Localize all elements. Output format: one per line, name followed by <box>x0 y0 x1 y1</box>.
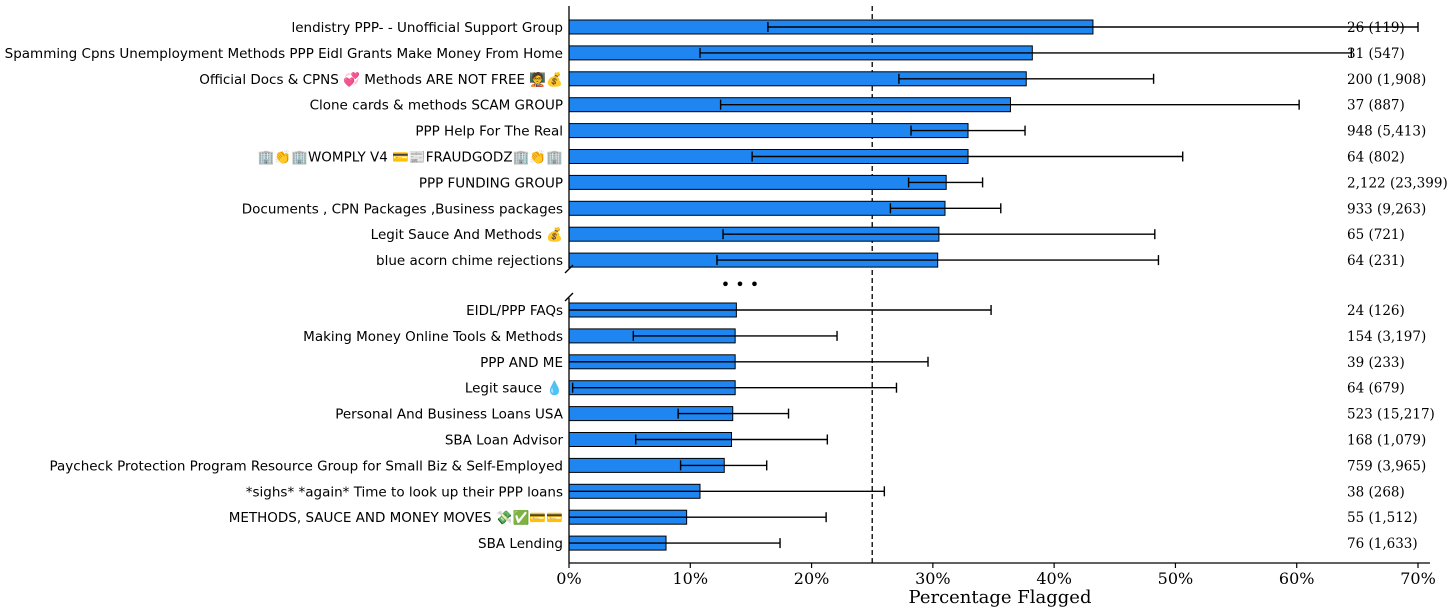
bar-row: PPP Help For The Real 948 (5,413) <box>415 123 1426 140</box>
bar-label: EIDL/PPP FAQs <box>466 303 563 319</box>
count-label: 31 (547) <box>1347 46 1405 62</box>
bar <box>568 200 946 216</box>
bar-row: PPP AND ME 39 (233) <box>480 354 1405 371</box>
count-label: 64 (679) <box>1347 381 1405 397</box>
bar-row: EIDL/PPP FAQs 24 (126) <box>466 302 1405 319</box>
bar-row: PPP FUNDING GROUP 2,122 (23,399) <box>419 174 1448 191</box>
axis-break-ellipsis: • • • <box>721 275 759 294</box>
bar-row: Spamming Cpns Unemployment Methods PPP E… <box>5 45 1405 62</box>
bar-label: Making Money Online Tools & Methods <box>303 329 563 345</box>
count-label: 39 (233) <box>1347 355 1405 371</box>
bar-label: SBA Loan Advisor <box>445 433 564 449</box>
count-label: 24 (126) <box>1347 303 1405 319</box>
bar-row: 🏢👏🏢WOMPLY V4 💳📰FRAUDGODZ🏢👏🏢 64 (802) <box>258 149 1405 166</box>
x-tick-label: 70% <box>1400 569 1436 588</box>
bar <box>568 174 947 190</box>
x-tick-label: 10% <box>673 569 709 588</box>
bar-row: blue acorn chime rejections 64 (231) <box>376 252 1405 269</box>
bar-label: PPP AND ME <box>480 355 563 371</box>
count-label: 26 (119) <box>1347 20 1405 36</box>
bar-row: Clone cards & methods SCAM GROUP 37 (887) <box>310 97 1405 114</box>
x-tick-label: 20% <box>794 569 830 588</box>
bar-label: Legit Sauce And Methods 💰 <box>371 226 563 243</box>
x-axis-label: Percentage Flagged <box>909 587 1092 608</box>
count-label: 948 (5,413) <box>1347 124 1426 140</box>
x-tick-label: 0% <box>556 569 581 588</box>
bar-label: Spamming Cpns Unemployment Methods PPP E… <box>5 46 563 62</box>
bar-label: lendistry PPP- - Unofficial Support Grou… <box>291 20 563 36</box>
bar-label: SBA Lending <box>478 536 563 552</box>
axis-break-mark <box>564 292 574 302</box>
count-label: 64 (231) <box>1347 253 1405 269</box>
bar-label: 🏢👏🏢WOMPLY V4 💳📰FRAUDGODZ🏢👏🏢 <box>258 149 564 166</box>
bar-row: Legit sauce 💧 64 (679) <box>465 380 1405 397</box>
bar-row: SBA Lending 76 (1,633) <box>478 535 1418 552</box>
count-label: 154 (3,197) <box>1347 329 1426 345</box>
bar-row: Personal And Business Loans USA 523 (15,2… <box>335 406 1435 423</box>
count-label: 759 (3,965) <box>1347 458 1426 474</box>
bar-label: Clone cards & methods SCAM GROUP <box>310 98 563 114</box>
bar-row: SBA Loan Advisor 168 (1,079) <box>445 432 1426 449</box>
axis-break-mark <box>564 264 574 274</box>
bar-label: Personal And Business Loans USA <box>335 407 564 423</box>
x-tick-label: 40% <box>1036 569 1072 588</box>
bar-row: Paycheck Protection Program Resource Gro… <box>49 457 1426 474</box>
x-tick-label: 60% <box>1279 569 1315 588</box>
bars-layer: lendistry PPP- - Unofficial Support Grou… <box>5 19 1448 552</box>
count-label: 168 (1,079) <box>1347 433 1426 449</box>
bar-label: Documents , CPN Packages ,Business packa… <box>242 201 563 217</box>
bar-label: *sighs* *again* Time to look up their PP… <box>246 484 563 500</box>
x-tick-label: 30% <box>915 569 951 588</box>
bar-row: lendistry PPP- - Unofficial Support Grou… <box>291 19 1419 36</box>
bar-row: *sighs* *again* Time to look up their PP… <box>246 483 1405 500</box>
bar-row: Legit Sauce And Methods 💰 65 (721) <box>371 226 1405 243</box>
bar-label: PPP Help For The Real <box>415 124 563 140</box>
count-label: 933 (9,263) <box>1347 201 1426 217</box>
axis-layer: 0% 10% 20% 30% 40% 50% 60% 70% <box>556 6 1436 588</box>
count-label: 76 (1,633) <box>1347 536 1418 552</box>
bar-row: METHODS, SAUCE AND MONEY MOVES 💸✅💳💳 55 (1… <box>229 509 1418 526</box>
bar-label: PPP FUNDING GROUP <box>419 175 563 191</box>
count-label: 523 (15,217) <box>1347 407 1435 423</box>
count-label: 38 (268) <box>1347 484 1405 500</box>
bar-row: Documents , CPN Packages ,Business packa… <box>242 200 1426 217</box>
bar-label: METHODS, SAUCE AND MONEY MOVES 💸✅💳💳 <box>229 509 563 526</box>
bar-label: blue acorn chime rejections <box>376 253 563 269</box>
count-label: 64 (802) <box>1347 150 1405 166</box>
bar <box>568 123 969 139</box>
bar-label: Official Docs & CPNS 💞 Methods ARE NOT F… <box>199 71 563 88</box>
count-label: 55 (1,512) <box>1347 510 1418 526</box>
count-label: 2,122 (23,399) <box>1347 175 1448 191</box>
bar-label: Legit sauce 💧 <box>465 380 563 397</box>
x-tick-label: 50% <box>1158 569 1194 588</box>
bar-row: Making Money Online Tools & Methods 154 (… <box>303 328 1426 345</box>
count-label: 65 (721) <box>1347 227 1405 243</box>
bar-row: Official Docs & CPNS 💞 Methods ARE NOT F… <box>199 71 1426 88</box>
count-label: 37 (887) <box>1347 98 1405 114</box>
count-label: 200 (1,908) <box>1347 72 1426 88</box>
bar-label: Paycheck Protection Program Resource Gro… <box>49 458 563 474</box>
